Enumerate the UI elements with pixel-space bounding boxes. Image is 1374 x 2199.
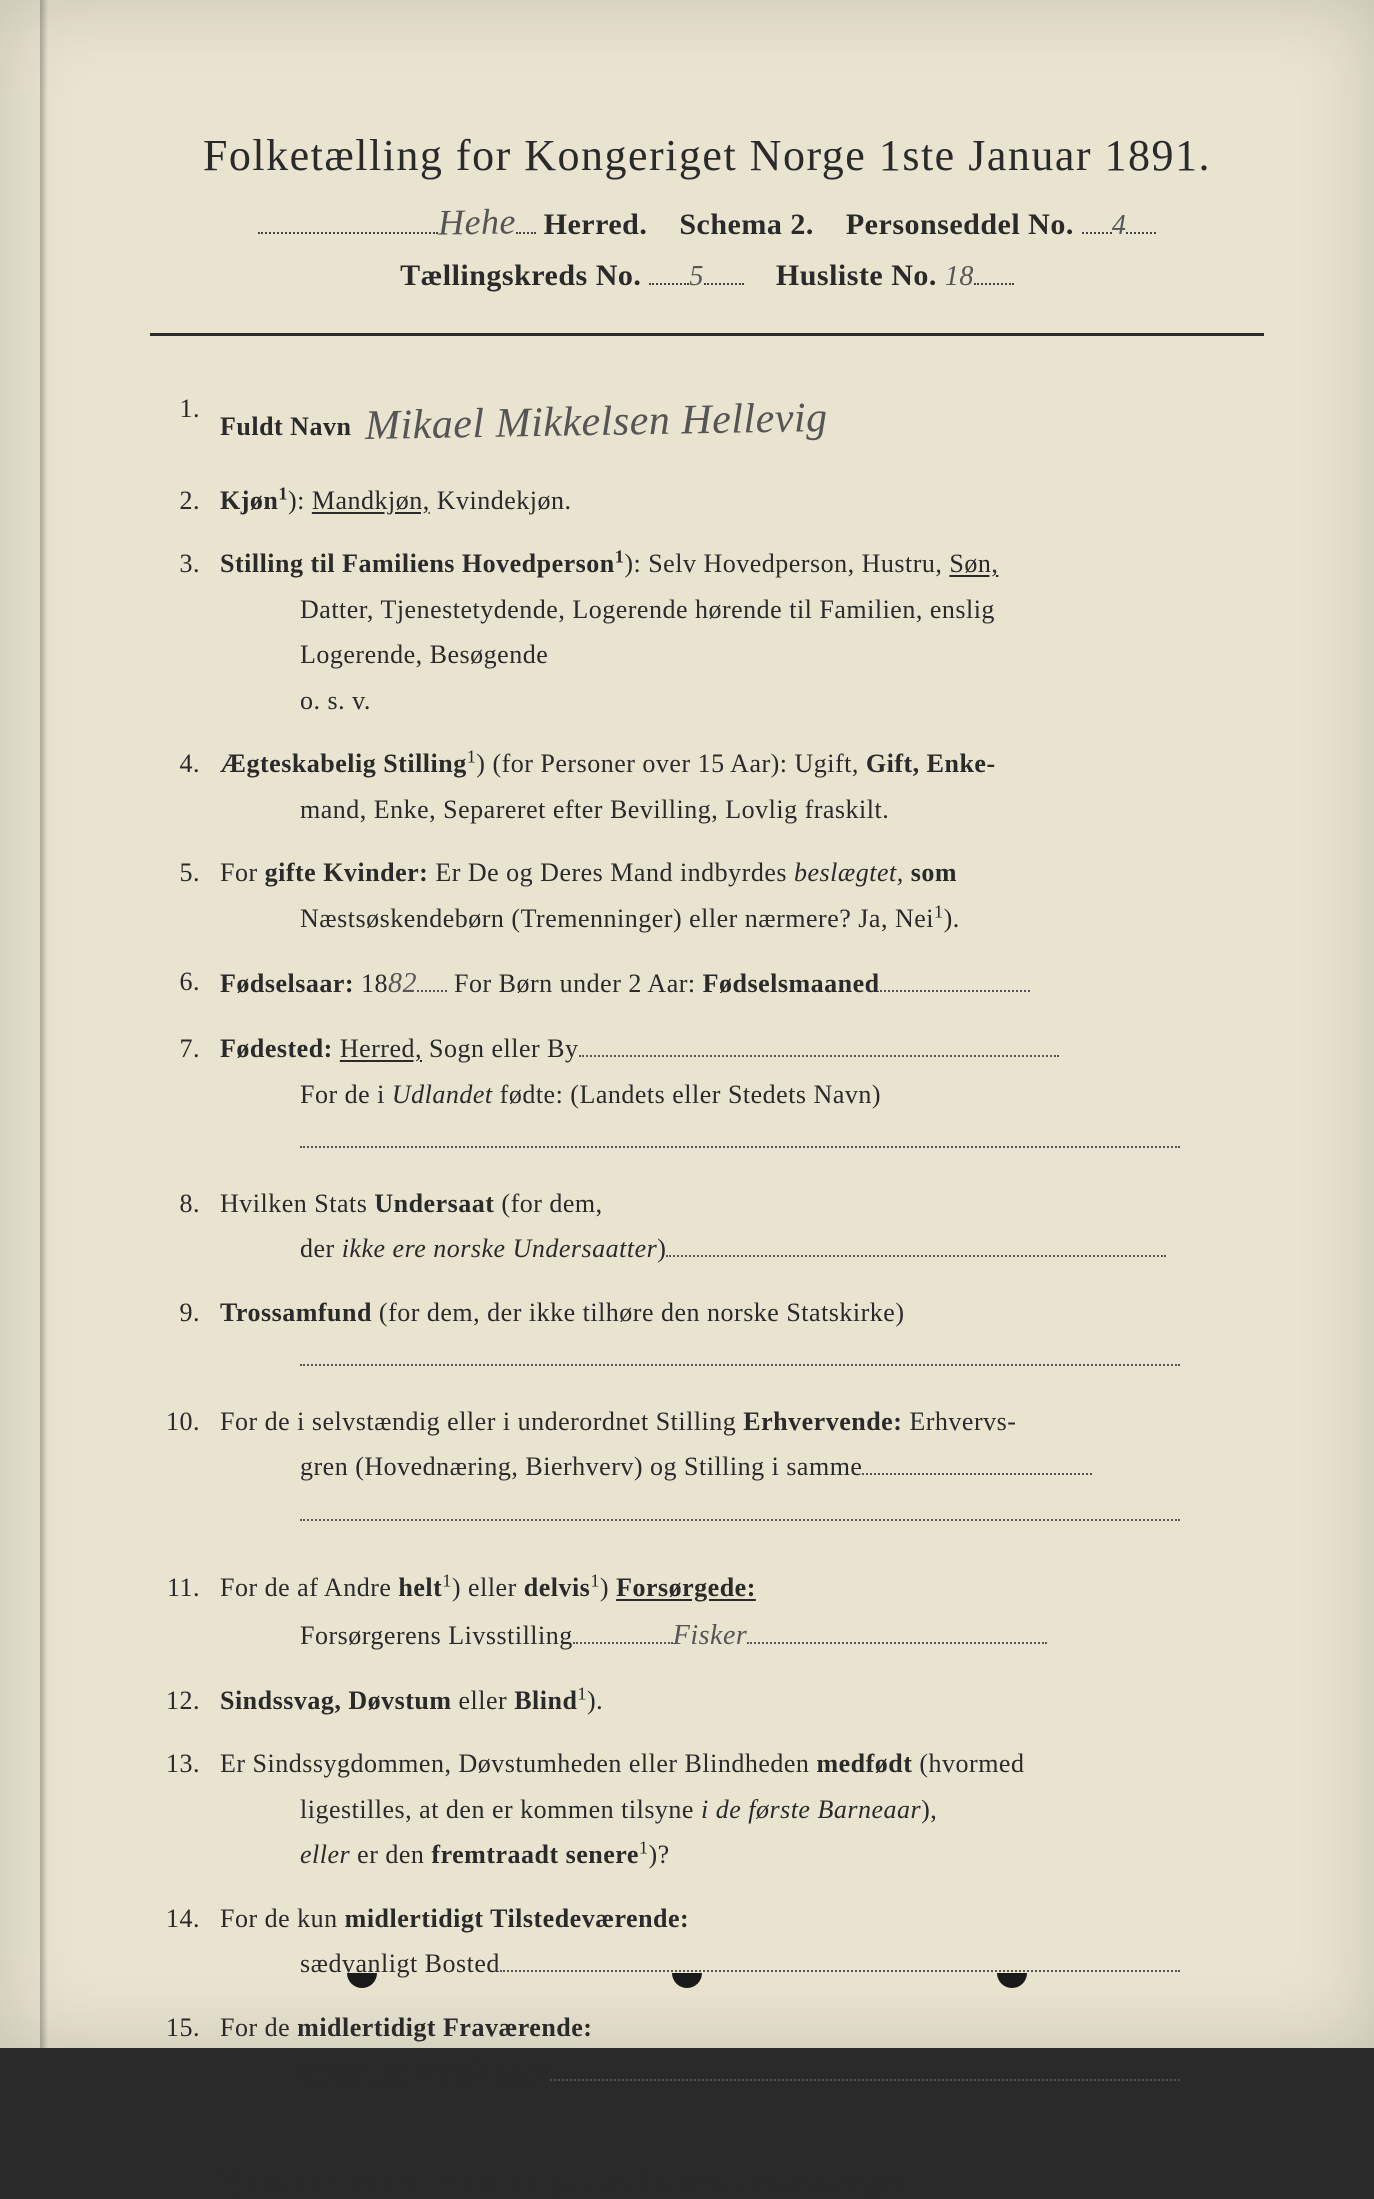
document-header: Folketælling for Kongeriget Norge 1ste J… <box>150 130 1264 293</box>
herred-value: Hehe <box>437 200 516 243</box>
fullname-value: Mikael Mikkelsen Hellevig <box>365 382 829 464</box>
kreds-value: 5 <box>689 261 704 293</box>
item-10: 10. For de i selvstændig eller i underor… <box>160 1399 1264 1536</box>
item-11: 11. For de af Andre helt1) eller delvis1… <box>160 1565 1264 1660</box>
item-3: 3. Stilling til Familiens Hovedperson1):… <box>160 541 1264 723</box>
schema-label: Schema 2. <box>679 208 814 241</box>
item-7: 7. Fødested: Herred, Sogn eller By For d… <box>160 1026 1264 1163</box>
herred-label: Herred. <box>544 208 648 241</box>
kreds-label: Tællingskreds No. <box>400 259 641 292</box>
item-13: 13. Er Sindssygdommen, Døvstumheden elle… <box>160 1741 1264 1878</box>
punch-hole <box>997 1973 1027 1988</box>
items-list: 1. Fuldt Navn Mikael Mikkelsen Hellevig … <box>150 386 1264 2096</box>
item-6: 6. Fødselsaar: 1882 For Børn under 2 Aar… <box>160 959 1264 1008</box>
item-12: 12. Sindssvag, Døvstum eller Blind1). <box>160 1678 1264 1724</box>
birthyear-value: 82 <box>388 959 417 1008</box>
subtitle-row-1: Hehe Herred. Schema 2. Personseddel No. … <box>150 201 1264 243</box>
punch-hole <box>347 1973 377 1988</box>
header-separator <box>150 333 1264 336</box>
item-2: 2. Kjøn1): Mandkjøn, Kvindekjøn. <box>160 478 1264 524</box>
footnote: 1) De for hvert Tilfælde passende Ord un… <box>150 2168 1264 2199</box>
item-1: 1. Fuldt Navn Mikael Mikkelsen Hellevig <box>160 386 1264 460</box>
husliste-value: 18 <box>945 261 974 293</box>
punch-marks <box>0 1973 1374 1988</box>
husliste-label: Husliste No. <box>776 259 937 292</box>
item-8: 8. Hvilken Stats Undersaat (for dem, der… <box>160 1181 1264 1272</box>
item-9: 9. Trossamfund (for dem, der ikke tilhør… <box>160 1290 1264 1381</box>
document-page: Folketælling for Kongeriget Norge 1ste J… <box>0 0 1374 2048</box>
item-5: 5. For gifte Kvinder: Er De og Deres Man… <box>160 850 1264 941</box>
item-15: 15. For de midlertidigt Fraværende: anta… <box>160 2005 1264 2096</box>
item-4: 4. Ægteskabelig Stilling1) (for Personer… <box>160 741 1264 832</box>
main-title: Folketælling for Kongeriget Norge 1ste J… <box>150 130 1264 181</box>
punch-hole <box>672 1973 702 1988</box>
personseddel-value: 4 <box>1112 210 1127 242</box>
footnote-separator <box>150 2136 1264 2138</box>
livsstilling-value: Fisker <box>673 1611 748 1660</box>
personseddel-label: Personseddel No. <box>846 208 1074 241</box>
subtitle-row-2: Tællingskreds No. 5 Husliste No. 18 <box>150 255 1264 293</box>
